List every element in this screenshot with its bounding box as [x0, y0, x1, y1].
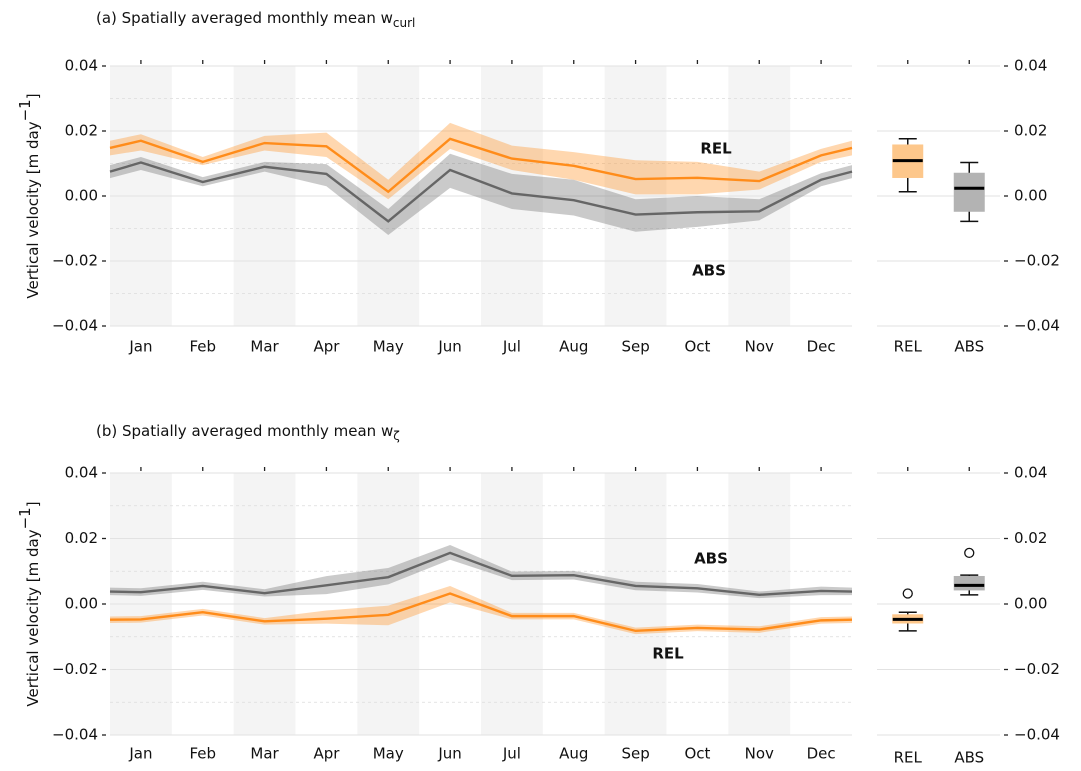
x-tick-label: Aug — [559, 745, 588, 763]
y-tick-label: 0.00 — [1014, 187, 1047, 205]
y-tick-label: 0.04 — [1014, 464, 1047, 482]
y-label-end: ] — [24, 501, 42, 507]
title-text: (b) Spatially averaged monthly mean w — [96, 422, 393, 440]
y-tick-label: 0.02 — [65, 529, 98, 547]
y-axis-label: Vertical velocity [m day−1] — [16, 501, 42, 706]
x-tick-label: Oct — [684, 338, 710, 356]
band — [110, 122, 852, 200]
title-text: (a) Spatially averaged monthly mean w — [96, 9, 393, 27]
box — [953, 172, 985, 212]
series-label: ABS — [694, 550, 728, 568]
x-tick-label: Jan — [128, 338, 152, 356]
x-tick-label: Jun — [437, 745, 461, 763]
x-tick-label: May — [373, 745, 404, 763]
series-label: REL — [652, 645, 684, 663]
x-tick-label: Nov — [745, 338, 774, 356]
x-tick-label: Dec — [807, 338, 836, 356]
x-tick-label: Mar — [250, 338, 279, 356]
x-tick-label: ABS — [954, 749, 984, 767]
x-tick-label: Feb — [189, 745, 216, 763]
y-tick-label: −0.04 — [1014, 317, 1060, 335]
y-tick-label: −0.02 — [52, 660, 98, 678]
x-tick-label: Apr — [313, 745, 340, 763]
panel-title: (b) Spatially averaged monthly mean wζ — [96, 422, 400, 443]
flier — [902, 588, 913, 599]
flier — [964, 547, 975, 559]
line — [109, 551, 853, 597]
x-tick-label: Jul — [502, 745, 521, 763]
y-tick-label: −0.02 — [52, 252, 98, 270]
y-label-text: Vertical velocity [m day — [24, 121, 42, 298]
x-tick-label: Sep — [621, 338, 649, 356]
x-tick-label: May — [373, 338, 404, 356]
y-label-superscript: −1 — [16, 99, 34, 121]
x-tick-label: Mar — [250, 745, 279, 763]
x-tick-label: ABS — [954, 338, 984, 356]
title-subscript: ζ — [393, 429, 400, 443]
y-axis-label: Vertical velocity [m day−1] — [16, 93, 42, 298]
y-label-end: ] — [24, 93, 42, 99]
y-tick-label: 0.04 — [1014, 57, 1047, 75]
x-tick-label: REL — [894, 338, 923, 356]
x-tick-label: Jan — [128, 745, 152, 763]
y-tick-label: 0.00 — [1014, 595, 1047, 613]
x-tick-label: Aug — [559, 338, 588, 356]
x-tick-label: Feb — [189, 338, 216, 356]
y-label-text: Vertical velocity [m day — [24, 529, 42, 706]
y-tick-label: −0.04 — [52, 317, 98, 335]
x-tick-label: Jul — [502, 338, 521, 356]
band — [110, 153, 852, 235]
title-subscript: curl — [393, 16, 415, 30]
y-tick-label: 0.04 — [65, 57, 98, 75]
x-tick-label: Oct — [684, 745, 710, 763]
series-label: ABS — [692, 262, 726, 280]
line — [109, 592, 853, 633]
x-tick-label: Dec — [807, 745, 836, 763]
box — [953, 575, 985, 591]
y-tick-label: −0.02 — [1014, 660, 1060, 678]
panel-title: (a) Spatially averaged monthly mean wcur… — [96, 9, 415, 30]
x-tick-label: REL — [894, 749, 923, 767]
line — [109, 161, 853, 223]
x-tick-label: Nov — [745, 745, 774, 763]
y-label-superscript: −1 — [16, 507, 34, 529]
series-label: REL — [700, 140, 732, 158]
y-tick-label: −0.02 — [1014, 252, 1060, 270]
y-tick-label: 0.02 — [65, 122, 98, 140]
y-tick-label: −0.04 — [52, 726, 98, 744]
y-tick-label: −0.04 — [1014, 726, 1060, 744]
y-tick-label: 0.02 — [1014, 529, 1047, 547]
x-tick-label: Jun — [437, 338, 461, 356]
band — [110, 545, 852, 599]
band — [110, 585, 852, 635]
y-tick-label: 0.00 — [65, 595, 98, 613]
x-tick-label: Apr — [313, 338, 340, 356]
x-tick-label: Sep — [621, 745, 649, 763]
y-tick-label: 0.04 — [65, 464, 98, 482]
y-tick-label: 0.00 — [65, 187, 98, 205]
line — [109, 137, 853, 194]
y-tick-label: 0.02 — [1014, 122, 1047, 140]
